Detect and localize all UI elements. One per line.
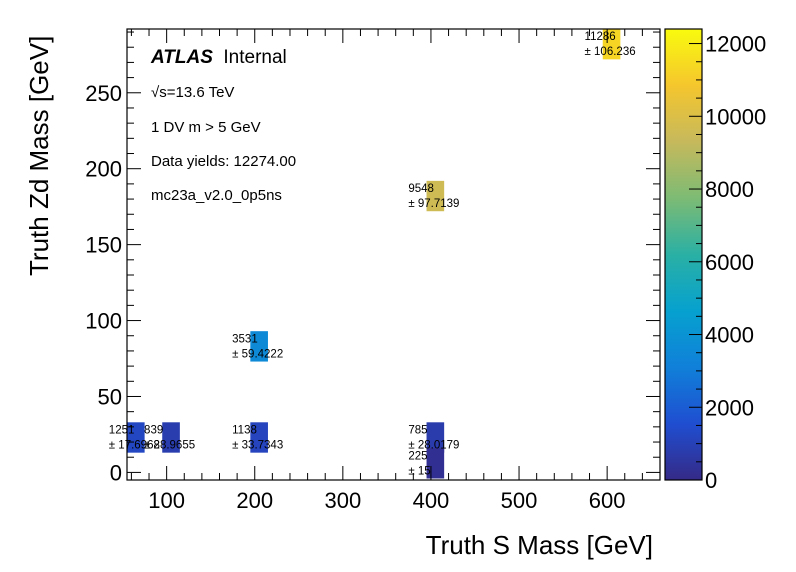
y-axis-title: Truth Zd Mass [GeV]: [24, 36, 54, 276]
plot-frame: [126, 28, 661, 481]
bin-error-label: ± 28.9655: [144, 439, 195, 451]
yields-label: Data yields: 12274.00: [151, 153, 296, 170]
colorbar-ticks: 0 2000 4000 6000 8000 10000 12000: [689, 32, 766, 493]
y-tick-label: 200: [85, 157, 122, 182]
bin-value-label: 1251: [109, 424, 135, 436]
x-tick-label: 600: [589, 488, 626, 513]
colorbar-tick-label: 2000: [705, 395, 754, 420]
bin-error-label: ± 28.0179: [408, 439, 459, 451]
bin-value-label: 1138: [232, 424, 257, 436]
colorbar-tick-label: 12000: [705, 32, 766, 57]
y-tick-label: 50: [98, 384, 122, 409]
y-tick-label: 100: [85, 309, 122, 334]
heatmap-cell: [127, 422, 145, 453]
bin-value-label: 225: [408, 450, 427, 462]
x-tick-label: 100: [148, 488, 185, 513]
bin-value-label: 9548: [408, 183, 434, 195]
axis-ticks: 100 200 300 400 500 600 0 50 100 150 200 250: [85, 29, 661, 513]
x-axis-title: Truth S Mass [GeV]: [426, 530, 653, 560]
bin-value-label: 785: [408, 424, 427, 436]
bin-error-label: ± 106.236: [585, 46, 636, 58]
bin-value-label: 839: [144, 424, 163, 436]
y-tick-label: 150: [85, 233, 122, 258]
x-tick-label: 200: [236, 488, 273, 513]
colorbar-tick-label: 8000: [705, 177, 754, 202]
colorbar-tick-label: 4000: [705, 323, 754, 348]
bin-error-label: ± 15: [408, 465, 430, 477]
heatmap-cells: [127, 29, 621, 479]
bin-error-label: ± 97.7139: [408, 198, 459, 210]
bin-error-label: ± 59.4222: [232, 348, 283, 360]
heatmap-cell: [426, 180, 445, 212]
y-tick-label: 0: [110, 460, 122, 485]
internal-text: Internal: [223, 47, 286, 68]
heatmap-cell: [250, 331, 268, 362]
atlas-label: ATLAS Internal: [150, 47, 287, 68]
colorbar-tick-label: 10000: [705, 104, 766, 129]
y-tick-label: 250: [85, 81, 122, 106]
selection-label: 1 DV m > 5 GeV: [151, 119, 261, 136]
bin-error-label: ± 33.7343: [232, 439, 283, 451]
colorbar-frame: [664, 28, 703, 481]
x-tick-label: 500: [501, 488, 538, 513]
bin-value-label: 3531: [232, 333, 258, 345]
colorbar-tick-label: 6000: [705, 250, 754, 275]
colorbar-tick-label: 0: [705, 468, 717, 493]
heatmap-cell: [162, 422, 180, 453]
x-tick-label: 300: [324, 488, 361, 513]
bin-error-label: ± 17.6968: [109, 439, 160, 451]
svg-text:ATLAS Internal: ATLAS Internal: [150, 47, 287, 68]
atlas-text: ATLAS: [150, 47, 213, 68]
energy-label: √s=13.6 TeV: [151, 84, 234, 101]
bin-labels: 1251 ± 17.6968 839 ± 28.9655 1138 ± 33.7343 78…: [109, 31, 636, 477]
heatmap-cell: [250, 422, 268, 453]
x-tick-label: 400: [413, 488, 450, 513]
sample-label: mc23a_v2.0_0p5ns: [151, 187, 282, 204]
bin-value-label: 11286: [585, 31, 616, 43]
heatmap-cell: [426, 422, 445, 453]
colorbar: [665, 29, 702, 480]
